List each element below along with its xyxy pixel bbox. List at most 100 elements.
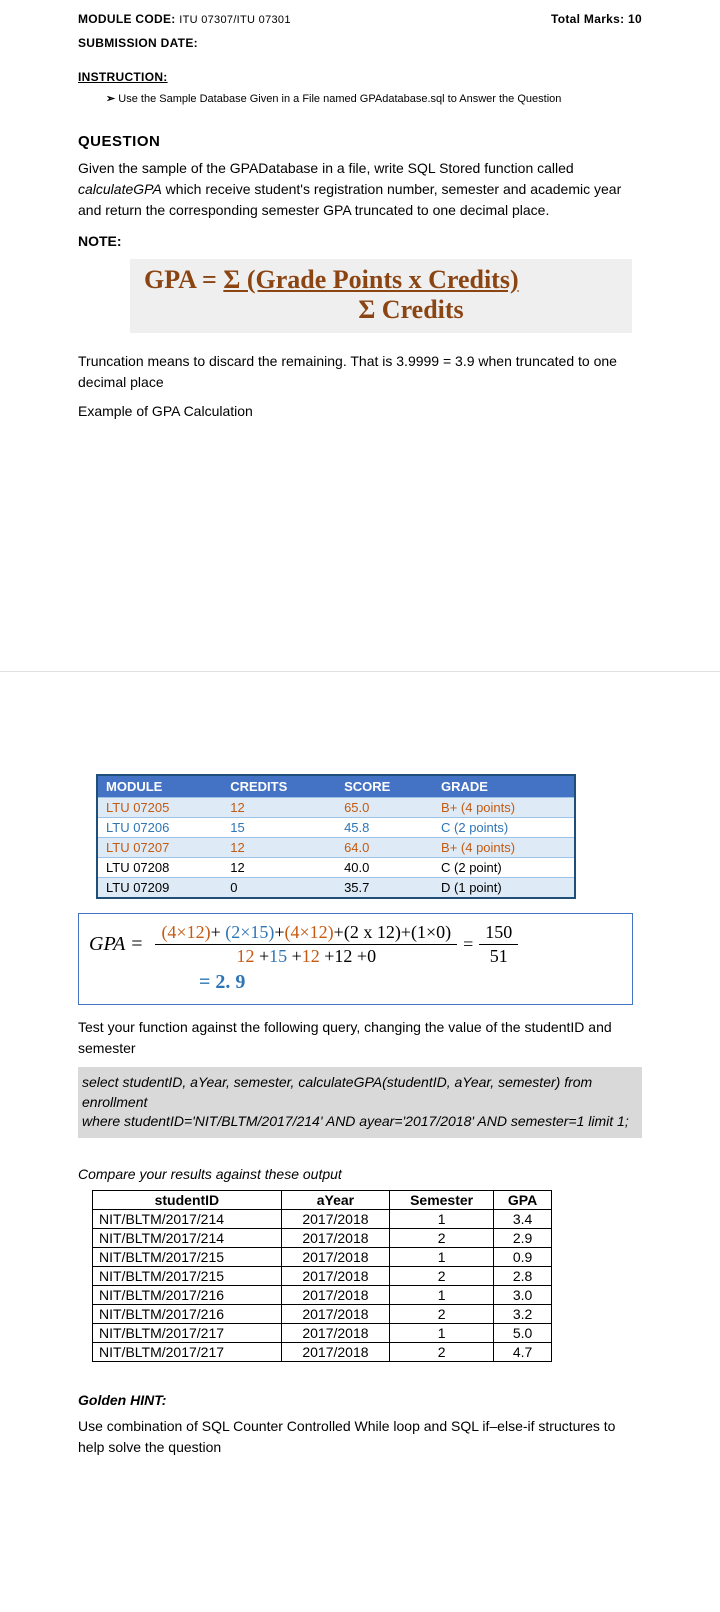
module-table-cell: 35.7	[336, 878, 433, 899]
module-table-header: CREDITS	[222, 775, 336, 798]
module-table-row: LTU 07209035.7D (1 point)	[97, 878, 575, 899]
gpa-numerator: (4×12)+ (2×15)+(4×12)+(2 x 12)+(1×0)	[155, 922, 457, 945]
result-table-cell: 2	[390, 1342, 494, 1361]
module-table-row: LTU 072051265.0B+ (4 points)	[97, 798, 575, 818]
module-table-cell: 12	[222, 798, 336, 818]
result-table-row: NIT/BLTM/2017/2172017/201815.0	[93, 1323, 552, 1342]
result-table-cell: 2	[390, 1266, 494, 1285]
module-table-cell: LTU 07207	[97, 838, 222, 858]
result-table-cell: 1	[390, 1285, 494, 1304]
result-table: studentIDaYearSemesterGPA NIT/BLTM/2017/…	[92, 1190, 552, 1362]
module-table-cell: 45.8	[336, 818, 433, 838]
module-code-value: ITU 07307/ITU 07301	[179, 14, 290, 26]
document-page: MODULE CODE: ITU 07307/ITU 07301 Total M…	[0, 0, 720, 442]
module-table-cell: B+ (4 points)	[433, 798, 575, 818]
page-break	[0, 442, 720, 672]
module-code: MODULE CODE: ITU 07307/ITU 07301	[78, 12, 291, 26]
module-table-cell: LTU 07206	[97, 818, 222, 838]
result-table-cell: 2	[390, 1228, 494, 1247]
truncation-text: Truncation means to discard the remainin…	[78, 351, 642, 393]
result-table-cell: NIT/BLTM/2017/216	[93, 1304, 282, 1323]
result-table-cell: 2017/2018	[281, 1323, 389, 1342]
formula-numerator: Σ (Grade Points x Credits)	[223, 265, 518, 294]
result-table-row: NIT/BLTM/2017/2172017/201824.7	[93, 1342, 552, 1361]
result-table-cell: 0.9	[494, 1247, 552, 1266]
gpa-lhs: GPA =	[89, 933, 149, 956]
page-gap	[0, 672, 720, 762]
hint-text: Use combination of SQL Counter Controlle…	[78, 1416, 642, 1458]
instruction-text: Use the Sample Database Given in a File …	[106, 92, 642, 105]
result-table-row: NIT/BLTM/2017/2162017/201813.0	[93, 1285, 552, 1304]
result-table-cell: 2017/2018	[281, 1247, 389, 1266]
result-table-cell: NIT/BLTM/2017/217	[93, 1342, 282, 1361]
result-table-cell: NIT/BLTM/2017/215	[93, 1247, 282, 1266]
gpa-formula-box: GPA = Σ (Grade Points x Credits) Σ Credi…	[130, 259, 632, 333]
result-table-cell: 2017/2018	[281, 1342, 389, 1361]
result-table-row: NIT/BLTM/2017/2142017/201813.4	[93, 1209, 552, 1228]
example-label: Example of GPA Calculation	[78, 401, 642, 422]
instruction-label: INSTRUCTION:	[78, 70, 642, 84]
sql-query-block: select studentID, aYear, semester, calcu…	[78, 1067, 642, 1138]
question-func-name: calculateGPA	[78, 181, 162, 197]
result-table-cell: 4.7	[494, 1342, 552, 1361]
result-table-row: NIT/BLTM/2017/2152017/201810.9	[93, 1247, 552, 1266]
formula-denominator: Σ Credits	[144, 295, 618, 325]
result-table-cell: 1	[390, 1209, 494, 1228]
result-table-row: NIT/BLTM/2017/2152017/201822.8	[93, 1266, 552, 1285]
result-table-cell: NIT/BLTM/2017/214	[93, 1209, 282, 1228]
result-table-cell: 2017/2018	[281, 1209, 389, 1228]
hint-label: Golden HINT:	[78, 1392, 642, 1408]
module-table-header: GRADE	[433, 775, 575, 798]
sql-line-1: select studentID, aYear, semester, calcu…	[82, 1073, 638, 1112]
result-table-cell: 2	[390, 1304, 494, 1323]
result-table-cell: 5.0	[494, 1323, 552, 1342]
gpa-final-result: = 2. 9	[199, 971, 622, 994]
module-table-cell: 12	[222, 858, 336, 878]
module-table-cell: 15	[222, 818, 336, 838]
result-table-cell: 3.4	[494, 1209, 552, 1228]
question-text: Given the sample of the GPADatabase in a…	[78, 158, 642, 221]
result-table-cell: 2.9	[494, 1228, 552, 1247]
module-table-header: SCORE	[336, 775, 433, 798]
gpa-fraction-1: (4×12)+ (2×15)+(4×12)+(2 x 12)+(1×0) 12 …	[155, 922, 457, 967]
document-page-2: MODULECREDITSSCOREGRADE LTU 072051265.0B…	[0, 762, 720, 1478]
total-marks: Total Marks: 10	[551, 12, 642, 26]
module-table-cell: C (2 point)	[433, 858, 575, 878]
submission-date-label: SUBMISSION DATE:	[78, 36, 642, 50]
result-table-cell: 2.8	[494, 1266, 552, 1285]
module-table-cell: B+ (4 points)	[433, 838, 575, 858]
gpa-result-num: 150	[479, 922, 518, 945]
result-table-cell: NIT/BLTM/2017/214	[93, 1228, 282, 1247]
formula-line1: GPA = Σ (Grade Points x Credits)	[144, 265, 618, 295]
result-table-cell: 3.0	[494, 1285, 552, 1304]
module-table-cell: LTU 07209	[97, 878, 222, 899]
result-table-cell: 1	[390, 1247, 494, 1266]
result-table-cell: NIT/BLTM/2017/215	[93, 1266, 282, 1285]
module-table-cell: 12	[222, 838, 336, 858]
equals-sign: =	[463, 934, 473, 955]
module-code-label: MODULE CODE:	[78, 12, 176, 26]
module-table-cell: C (2 points)	[433, 818, 575, 838]
module-table-cell: LTU 07205	[97, 798, 222, 818]
result-table-header: GPA	[494, 1190, 552, 1209]
result-table-row: NIT/BLTM/2017/2142017/201822.9	[93, 1228, 552, 1247]
module-table: MODULECREDITSSCOREGRADE LTU 072051265.0B…	[96, 774, 576, 899]
test-instruction: Test your function against the following…	[78, 1017, 642, 1059]
module-table-header: MODULE	[97, 775, 222, 798]
question-label: QUESTION	[78, 133, 642, 150]
result-table-header: studentID	[93, 1190, 282, 1209]
module-table-row: LTU 072081240.0C (2 point)	[97, 858, 575, 878]
module-table-cell: 40.0	[336, 858, 433, 878]
gpa-denominator: 12 +15 +12 +12 +0	[236, 945, 376, 967]
question-text-1: Given the sample of the GPADatabase in a…	[78, 160, 574, 176]
module-table-cell: 65.0	[336, 798, 433, 818]
result-table-cell: 2017/2018	[281, 1228, 389, 1247]
module-table-cell: LTU 07208	[97, 858, 222, 878]
result-table-cell: 2017/2018	[281, 1266, 389, 1285]
result-table-cell: 1	[390, 1323, 494, 1342]
result-table-cell: NIT/BLTM/2017/216	[93, 1285, 282, 1304]
result-table-cell: 3.2	[494, 1304, 552, 1323]
formula-lhs: GPA =	[144, 265, 223, 294]
header-row: MODULE CODE: ITU 07307/ITU 07301 Total M…	[78, 12, 642, 26]
result-table-cell: 2017/2018	[281, 1304, 389, 1323]
